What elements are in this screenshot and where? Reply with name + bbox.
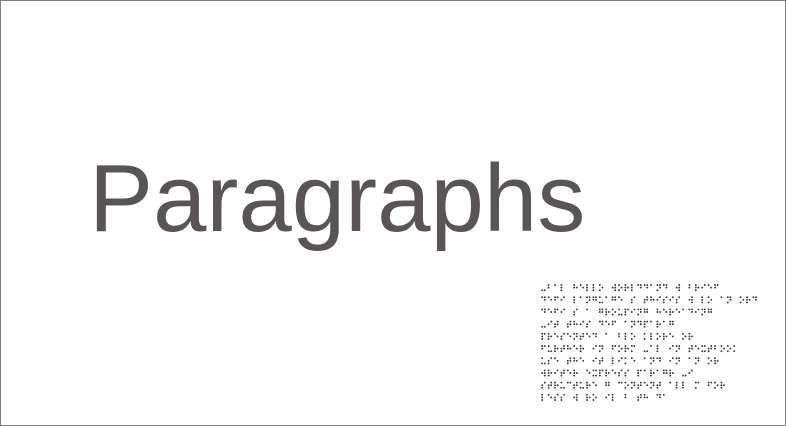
braille-line — [541, 357, 719, 365]
braille-line — [541, 320, 674, 328]
braille-line — [541, 393, 665, 401]
braille-line — [541, 284, 719, 292]
braille-line — [541, 381, 725, 389]
braille-text-block — [541, 283, 771, 413]
braille-line — [541, 308, 713, 316]
braille-dots — [541, 284, 757, 401]
slide-title: Paragraphs — [89, 145, 586, 252]
braille-line — [541, 345, 736, 353]
braille-line — [541, 332, 693, 340]
braille-line — [541, 369, 693, 377]
braille-line — [541, 296, 757, 304]
